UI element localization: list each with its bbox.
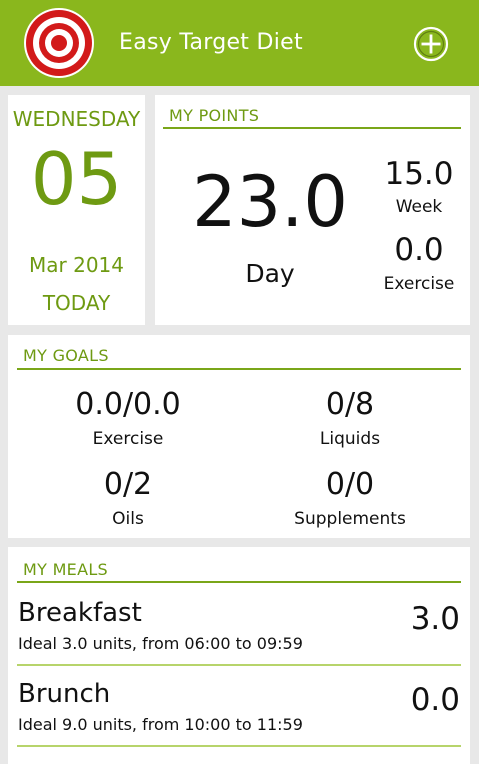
exercise-points-value: 0.0 (394, 232, 444, 268)
goal-label: Liquids (319, 429, 381, 449)
meal-name: Breakfast (18, 598, 142, 628)
day-number: 05 (30, 137, 123, 221)
day-points-label: Day (245, 259, 295, 288)
meals-divider (17, 581, 461, 583)
week-points-value: 15.0 (384, 156, 454, 192)
day-points-value: 23.0 (192, 161, 348, 243)
goals-card: MY GOALS 0.0/0.0 Exercise 0/8 Liquids 0/… (8, 335, 470, 538)
points-card: MY POINTS 23.0 Day 15.0 Week 0.0 Exercis… (155, 95, 470, 325)
goals-divider (17, 368, 461, 370)
goal-label: Supplements (294, 509, 406, 529)
meal-description: Ideal 3.0 units, from 06:00 to 09:59 (18, 634, 303, 653)
today-button[interactable]: TODAY (42, 291, 111, 315)
add-button[interactable] (412, 25, 450, 63)
meal-divider (17, 664, 461, 666)
weekday-label: WEDNESDAY (12, 107, 141, 131)
meal-divider (17, 745, 461, 747)
goal-label: Exercise (92, 429, 164, 449)
app-bar: Easy Target Diet (0, 0, 479, 86)
meal-points: 0.0 (410, 682, 460, 718)
points-header: MY POINTS (169, 106, 260, 125)
month-year-label: Mar 2014 (29, 253, 124, 277)
goal-value: 0.0/0.0 (75, 387, 181, 422)
goals-header: MY GOALS (23, 346, 109, 365)
goal-value: 0/2 (103, 467, 153, 502)
meal-name: Brunch (18, 679, 111, 709)
meals-card: MY MEALS Breakfast Ideal 3.0 units, from… (8, 547, 470, 764)
week-points-label: Week (395, 197, 443, 217)
date-card[interactable]: WEDNESDAY 05 Mar 2014 TODAY (8, 95, 145, 325)
meal-row-brunch[interactable]: Brunch Ideal 9.0 units, from 10:00 to 11… (8, 667, 470, 749)
app-title: Easy Target Diet (119, 30, 303, 55)
goal-value: 0/8 (325, 387, 375, 422)
meal-row-breakfast[interactable]: Breakfast Ideal 3.0 units, from 06:00 to… (8, 585, 470, 667)
goal-label: Oils (112, 509, 144, 529)
goal-value: 0/0 (325, 467, 375, 502)
target-logo-icon[interactable] (23, 7, 95, 79)
meal-description: Ideal 9.0 units, from 10:00 to 11:59 (18, 715, 303, 734)
meal-points: 3.0 (410, 601, 460, 637)
exercise-points-label: Exercise (383, 274, 455, 294)
points-divider (163, 127, 461, 129)
meals-header: MY MEALS (23, 560, 108, 579)
